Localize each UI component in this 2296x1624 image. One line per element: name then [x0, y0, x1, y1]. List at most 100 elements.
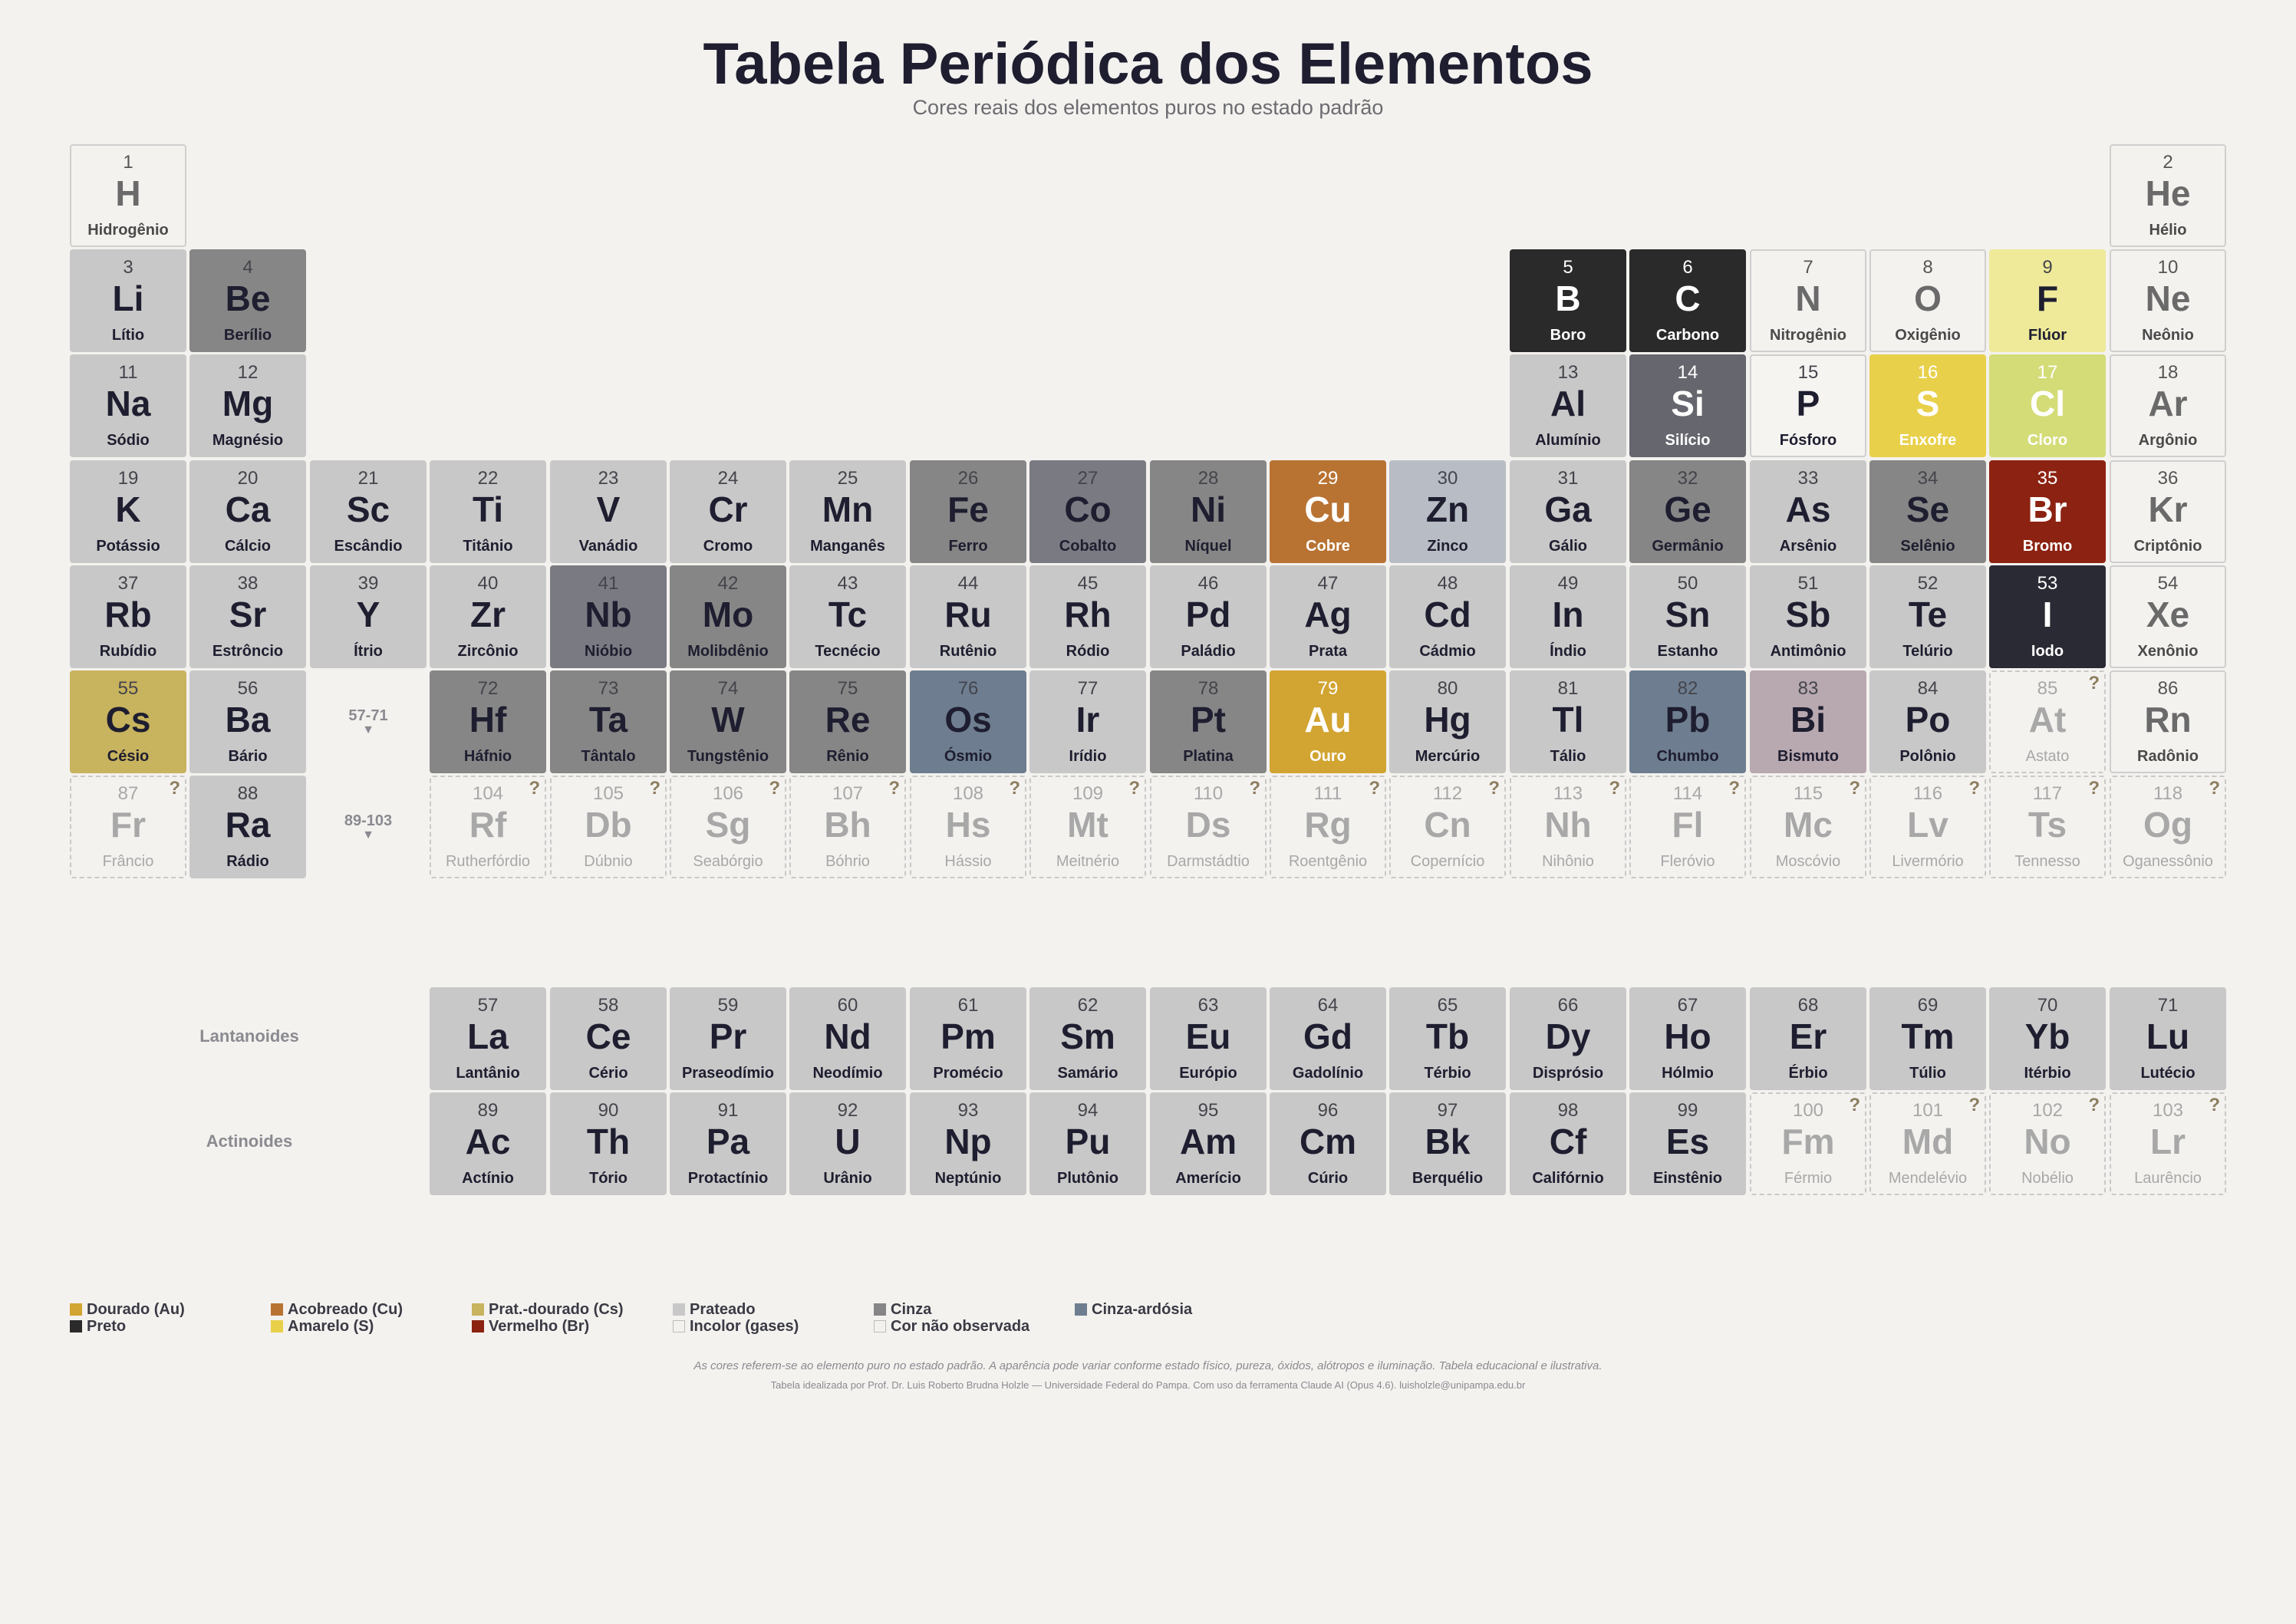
- element-nh[interactable]: 113 Nh Nihônio?: [1510, 776, 1626, 878]
- element-na[interactable]: 11 Na Sódio: [70, 354, 186, 457]
- element-po[interactable]: 84 Po Polônio: [1869, 670, 1986, 773]
- element-tm[interactable]: 69 Tm Túlio: [1869, 987, 1986, 1090]
- element-fl[interactable]: 114 Fl Fleróvio?: [1629, 776, 1746, 878]
- element-pd[interactable]: 46 Pd Paládio: [1150, 565, 1267, 668]
- element-rh[interactable]: 45 Rh Ródio: [1029, 565, 1146, 668]
- element-hg[interactable]: 80 Hg Mercúrio: [1389, 670, 1506, 773]
- element-lr[interactable]: 103 Lr Laurêncio?: [2110, 1092, 2226, 1195]
- element-ge[interactable]: 32 Ge Germânio: [1629, 460, 1746, 563]
- element-ra[interactable]: 88 Ra Rádio: [189, 776, 306, 878]
- element-ca[interactable]: 20 Ca Cálcio: [189, 460, 306, 563]
- element-fe[interactable]: 26 Fe Ferro: [910, 460, 1026, 563]
- element-co[interactable]: 27 Co Cobalto: [1029, 460, 1146, 563]
- element-ac[interactable]: 89 Ac Actínio: [430, 1092, 546, 1195]
- element-pa[interactable]: 91 Pa Protactínio: [670, 1092, 786, 1195]
- element-hs[interactable]: 108 Hs Hássio?: [910, 776, 1026, 878]
- element-rn[interactable]: 86 Rn Radônio: [2110, 670, 2226, 773]
- element-ds[interactable]: 110 Ds Darmstádtio?: [1150, 776, 1267, 878]
- element-s[interactable]: 16 S Enxofre: [1869, 354, 1986, 457]
- element-he[interactable]: 2 He Hélio: [2110, 144, 2226, 247]
- element-yb[interactable]: 70 Yb Itérbio: [1989, 987, 2106, 1090]
- element-at[interactable]: 85 At Astato?: [1989, 670, 2106, 773]
- element-te[interactable]: 52 Te Telúrio: [1869, 565, 1986, 668]
- element-ar[interactable]: 18 Ar Argônio: [2110, 354, 2226, 457]
- element-re[interactable]: 75 Re Rênio: [789, 670, 906, 773]
- element-ga[interactable]: 31 Ga Gálio: [1510, 460, 1626, 563]
- element-as[interactable]: 33 As Arsênio: [1750, 460, 1866, 563]
- element-n[interactable]: 7 N Nitrogênio: [1750, 249, 1866, 352]
- element-xe[interactable]: 54 Xe Xenônio: [2110, 565, 2226, 668]
- element-tc[interactable]: 43 Tc Tecnécio: [789, 565, 906, 668]
- element-rf[interactable]: 104 Rf Rutherfórdio?: [430, 776, 546, 878]
- element-mg[interactable]: 12 Mg Magnésio: [189, 354, 306, 457]
- element-og[interactable]: 118 Og Oganessônio?: [2110, 776, 2226, 878]
- element-ni[interactable]: 28 Ni Níquel: [1150, 460, 1267, 563]
- element-o[interactable]: 8 O Oxigênio: [1869, 249, 1986, 352]
- element-tl[interactable]: 81 Tl Tálio: [1510, 670, 1626, 773]
- element-kr[interactable]: 36 Kr Criptônio: [2110, 460, 2226, 563]
- element-cd[interactable]: 48 Cd Cádmio: [1389, 565, 1506, 668]
- element-lv[interactable]: 116 Lv Livermório?: [1869, 776, 1986, 878]
- element-er[interactable]: 68 Er Érbio: [1750, 987, 1866, 1090]
- element-cl[interactable]: 17 Cl Cloro: [1989, 354, 2106, 457]
- element-au[interactable]: 79 Au Ouro: [1270, 670, 1386, 773]
- element-sg[interactable]: 106 Sg Seabórgio?: [670, 776, 786, 878]
- element-rb[interactable]: 37 Rb Rubídio: [70, 565, 186, 668]
- element-ir[interactable]: 77 Ir Irídio: [1029, 670, 1146, 773]
- element-lu[interactable]: 71 Lu Lutécio: [2110, 987, 2226, 1090]
- element-f[interactable]: 9 F Flúor: [1989, 249, 2106, 352]
- element-pu[interactable]: 94 Pu Plutônio: [1029, 1092, 1146, 1195]
- element-li[interactable]: 3 Li Lítio: [70, 249, 186, 352]
- element-in[interactable]: 49 In Índio: [1510, 565, 1626, 668]
- element-cf[interactable]: 98 Cf Califórnio: [1510, 1092, 1626, 1195]
- element-nb[interactable]: 41 Nb Nióbio: [550, 565, 667, 668]
- element-b[interactable]: 5 B Boro: [1510, 249, 1626, 352]
- element-nd[interactable]: 60 Nd Neodímio: [789, 987, 906, 1090]
- element-cn[interactable]: 112 Cn Copernício?: [1389, 776, 1506, 878]
- element-rg[interactable]: 111 Rg Roentgênio?: [1270, 776, 1386, 878]
- element-tb[interactable]: 65 Tb Térbio: [1389, 987, 1506, 1090]
- element-h[interactable]: 1 H Hidrogênio: [70, 144, 186, 247]
- element-eu[interactable]: 63 Eu Európio: [1150, 987, 1267, 1090]
- element-se[interactable]: 34 Se Selênio: [1869, 460, 1986, 563]
- element-md[interactable]: 101 Md Mendelévio?: [1869, 1092, 1986, 1195]
- element-hf[interactable]: 72 Hf Háfnio: [430, 670, 546, 773]
- element-mt[interactable]: 109 Mt Meitnério?: [1029, 776, 1146, 878]
- element-no[interactable]: 102 No Nobélio?: [1989, 1092, 2106, 1195]
- element-ag[interactable]: 47 Ag Prata: [1270, 565, 1386, 668]
- element-am[interactable]: 95 Am Amerício: [1150, 1092, 1267, 1195]
- element-pm[interactable]: 61 Pm Promécio: [910, 987, 1026, 1090]
- element-sr[interactable]: 38 Sr Estrôncio: [189, 565, 306, 668]
- element-pt[interactable]: 78 Pt Platina: [1150, 670, 1267, 773]
- element-os[interactable]: 76 Os Ósmio: [910, 670, 1026, 773]
- element-br[interactable]: 35 Br Bromo: [1989, 460, 2106, 563]
- element-zr[interactable]: 40 Zr Zircônio: [430, 565, 546, 668]
- element-ti[interactable]: 22 Ti Titânio: [430, 460, 546, 563]
- element-be[interactable]: 4 Be Berílio: [189, 249, 306, 352]
- element-cr[interactable]: 24 Cr Cromo: [670, 460, 786, 563]
- element-v[interactable]: 23 V Vanádio: [550, 460, 667, 563]
- element-bh[interactable]: 107 Bh Bóhrio?: [789, 776, 906, 878]
- element-db[interactable]: 105 Db Dúbnio?: [550, 776, 667, 878]
- element-p[interactable]: 15 P Fósforo: [1750, 354, 1866, 457]
- element-al[interactable]: 13 Al Alumínio: [1510, 354, 1626, 457]
- element-ce[interactable]: 58 Ce Cério: [550, 987, 667, 1090]
- element-mo[interactable]: 42 Mo Molibdênio: [670, 565, 786, 668]
- element-i[interactable]: 53 I Iodo: [1989, 565, 2106, 668]
- element-ba[interactable]: 56 Ba Bário: [189, 670, 306, 773]
- element-u[interactable]: 92 U Urânio: [789, 1092, 906, 1195]
- element-ne[interactable]: 10 Ne Neônio: [2110, 249, 2226, 352]
- element-bk[interactable]: 97 Bk Berquélio: [1389, 1092, 1506, 1195]
- element-np[interactable]: 93 Np Neptúnio: [910, 1092, 1026, 1195]
- element-k[interactable]: 19 K Potássio: [70, 460, 186, 563]
- element-y[interactable]: 39 Y Ítrio: [310, 565, 427, 668]
- element-ru[interactable]: 44 Ru Rutênio: [910, 565, 1026, 668]
- element-cu[interactable]: 29 Cu Cobre: [1270, 460, 1386, 563]
- element-sm[interactable]: 62 Sm Samário: [1029, 987, 1146, 1090]
- element-dy[interactable]: 66 Dy Disprósio: [1510, 987, 1626, 1090]
- element-la[interactable]: 57 La Lantânio: [430, 987, 546, 1090]
- element-ts[interactable]: 117 Ts Tennesso?: [1989, 776, 2106, 878]
- element-zn[interactable]: 30 Zn Zinco: [1389, 460, 1506, 563]
- element-sb[interactable]: 51 Sb Antimônio: [1750, 565, 1866, 668]
- element-fr[interactable]: 87 Fr Frâncio?: [70, 776, 186, 878]
